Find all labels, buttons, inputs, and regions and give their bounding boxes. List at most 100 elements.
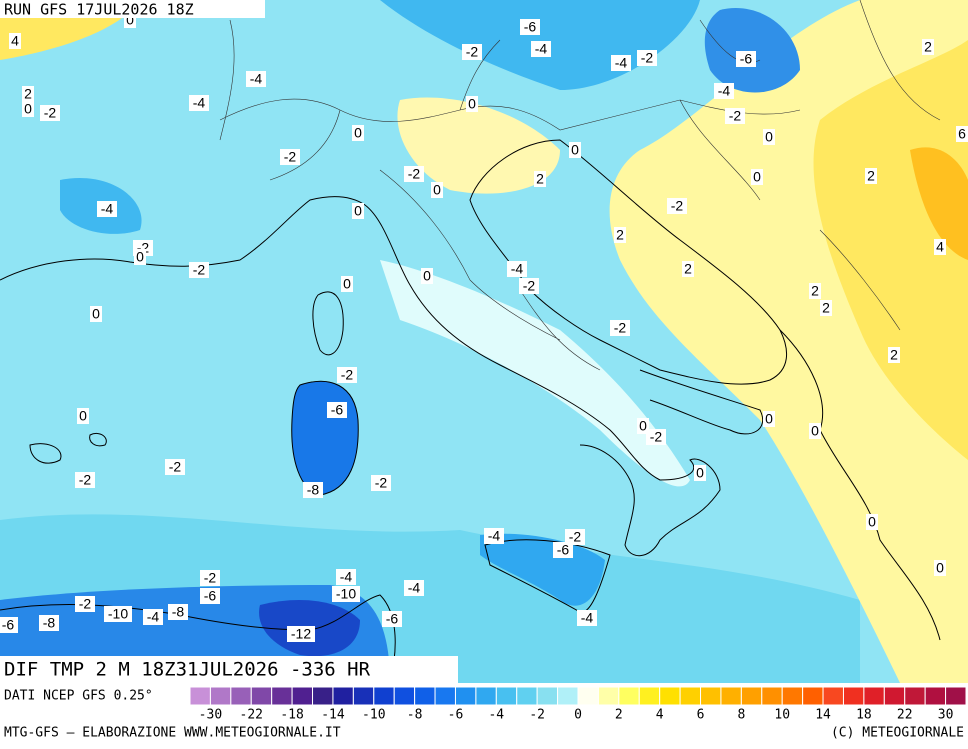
colorbar-swatch: [924, 686, 947, 706]
contour-label-box: [90, 306, 102, 322]
footer-left: MTG-GFS – ELABORAZIONE WWW.METEOGIORNALE…: [4, 726, 341, 741]
contour-label-box: [466, 96, 478, 112]
contour-label: 2: [24, 86, 32, 102]
map-title: DIF TMP 2 M 18Z31JUL2026 -336 HR: [4, 659, 371, 681]
contour-label: -2: [79, 596, 92, 612]
contour-label-box: [97, 201, 117, 217]
contour-label-box: [956, 126, 968, 142]
contour-label-box: [820, 300, 832, 316]
colorbar-label: 0: [574, 708, 582, 723]
contour-label: -2: [169, 459, 182, 475]
contour-label: 0: [696, 465, 704, 481]
colorbar-swatch: [822, 686, 844, 706]
colorbar-label: -14: [321, 708, 345, 723]
contour-label-box: [303, 482, 323, 498]
coast-sicily: [484, 539, 611, 613]
contour-label-box: [165, 459, 185, 475]
colorbar-label: 22: [897, 708, 913, 723]
contour-label-box: [246, 71, 266, 87]
coast-balearics: [29, 432, 107, 464]
contour-label: 4: [11, 33, 19, 49]
contour-label: -6: [2, 617, 15, 633]
contour-label: 0: [765, 411, 773, 427]
contour-label-box: [531, 41, 551, 57]
contour-label: 0: [343, 276, 351, 292]
field-sicily: [480, 533, 605, 606]
contour-label-box: [725, 108, 745, 124]
contour-label: 2: [536, 171, 544, 187]
contour-label: -8: [43, 615, 56, 631]
colorbar-swatch: [536, 686, 559, 706]
colorbar-swatch: [700, 686, 722, 706]
coast-tyrrhenian: [0, 196, 721, 557]
contour-label: 2: [822, 300, 830, 316]
coast-sardinia: [291, 380, 359, 496]
header-box: [0, 0, 265, 18]
contour-label: -4: [408, 580, 421, 596]
contour-label: -4: [488, 528, 501, 544]
contour-label-box: [763, 411, 775, 427]
contour-label: -6: [557, 542, 570, 558]
contour-label: 0: [433, 182, 441, 198]
contour-label: 4: [936, 239, 944, 255]
contour-label: 2: [616, 227, 624, 243]
colorbar-swatch: [659, 686, 681, 706]
contour-label: -2: [523, 278, 536, 294]
colorbar-swatch: [618, 686, 640, 706]
contour-label-box: [888, 347, 900, 363]
contour-label: -2: [284, 149, 297, 165]
contour-label: -2: [614, 320, 627, 336]
contour-label-box: [200, 588, 220, 604]
contour-label-box: [646, 429, 666, 445]
colorbar-swatch: [945, 686, 967, 706]
contour-label: 2: [684, 261, 692, 277]
colorbar-label: -30: [199, 708, 222, 723]
colorbar-label: 2: [615, 708, 623, 723]
field-italy-pale: [380, 260, 690, 487]
coast-corsica: [312, 291, 344, 356]
contour-label-box: [534, 171, 546, 187]
contour-label: -6: [386, 611, 399, 627]
contour-label-box: [280, 149, 300, 165]
contour-label-box: [200, 570, 220, 586]
colorbar-swatch: [312, 686, 334, 706]
contour-label: -4: [718, 83, 731, 99]
contour-label-box: [565, 529, 585, 545]
region-borders: [379, 169, 601, 371]
colorbar-swatch: [352, 686, 375, 706]
contour-label: -4: [101, 201, 114, 217]
contour-label: -2: [341, 367, 354, 383]
contour-label-box: [134, 249, 146, 265]
contour-label: 0: [639, 418, 647, 434]
field-ne-cold: [704, 8, 800, 93]
contour-label-box: [610, 320, 630, 336]
contour-label-box: [577, 610, 597, 626]
contour-label-box: [569, 142, 581, 158]
contour-label-box: [751, 169, 763, 185]
borders: [219, 0, 941, 371]
contour-label-box: [667, 198, 687, 214]
title-box: [0, 656, 458, 683]
contour-label-box: [39, 615, 59, 631]
contour-label: 0: [571, 142, 579, 158]
contour-label: -8: [172, 604, 185, 620]
contour-label: -4: [615, 55, 628, 71]
colorbar-swatch: [720, 686, 742, 706]
contour-label: -2: [729, 108, 742, 124]
contour-label: 2: [924, 39, 932, 55]
colorbar-swatch: [597, 686, 620, 706]
contour-label: -4: [147, 609, 160, 625]
contour-label: -2: [466, 44, 479, 60]
contour-label-box: [352, 125, 364, 141]
colorbar-label: 18: [856, 708, 872, 723]
contour-label: -2: [650, 429, 663, 445]
contour-label: -4: [250, 71, 263, 87]
colorbar-label: 10: [774, 708, 790, 723]
contour-label-box: [614, 227, 626, 243]
colorbar-swatch: [332, 686, 354, 706]
colorbar-swatch: [679, 686, 702, 706]
contour-label: 0: [811, 423, 819, 439]
contour-label: -2: [408, 166, 421, 182]
country-borders: [219, 0, 941, 331]
